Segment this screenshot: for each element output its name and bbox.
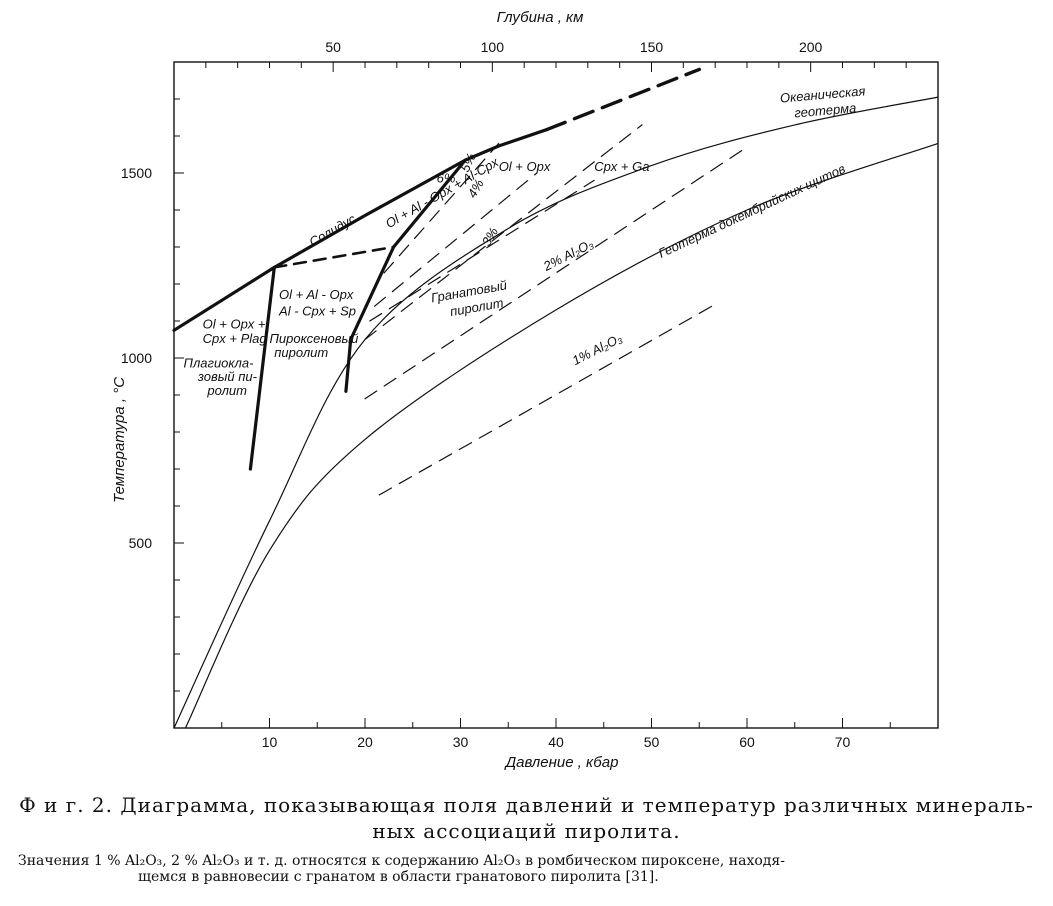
annotation-label: Плагиокла- <box>184 355 255 370</box>
series-line <box>248 265 276 471</box>
series-line <box>369 179 595 322</box>
caption-note-line-1: Значения 1 % Al₂O₃, 2 % Al₂O₃ и т. д. от… <box>18 853 785 869</box>
x2-tick-label: 50 <box>325 39 341 55</box>
figure-caption-title: Ф и г. 2. Диаграмма, показывающая поля д… <box>0 792 1053 844</box>
x2-tick-label: 200 <box>799 39 823 55</box>
y-tick-label: 1500 <box>121 165 152 181</box>
x-tick-label: 70 <box>835 734 851 750</box>
annotation-label: 1% Al₂O₃ <box>570 330 625 368</box>
y-tick-label: 500 <box>129 535 153 551</box>
axis-ticks <box>174 62 907 728</box>
annotation-label: ролит <box>206 383 247 398</box>
series-line <box>344 158 467 393</box>
annotation-label: Cpx + Ga <box>594 159 649 174</box>
series-line <box>273 245 395 269</box>
caption-title-line-2: ных ассоциаций пиролита. <box>372 819 681 843</box>
x-tick-label: 20 <box>357 734 373 750</box>
series-line <box>172 128 549 332</box>
x-tick-label: 50 <box>644 734 660 750</box>
annotation-label: Ol + Opx + <box>203 316 266 331</box>
caption-title-line-1: Ф и г. 2. Диаграмма, показывающая поля д… <box>19 793 1034 817</box>
series-line <box>374 172 538 307</box>
annotation-label: Al - Cpx + Sp <box>278 303 356 318</box>
y-axis-title: Температура , °C <box>111 377 128 503</box>
annotation-label: Ol + Al - Opx <box>279 287 354 302</box>
annotation-label: зовый пи- <box>197 369 258 384</box>
annotation-label: пиролит <box>274 345 328 360</box>
y-tick-label: 1000 <box>121 350 152 366</box>
series-line <box>383 142 500 274</box>
x2-tick-label: 150 <box>640 39 664 55</box>
annotation-label: Ol + Opx <box>499 159 551 174</box>
caption-note-line-2: щемся в равновесии с гранатом в области … <box>138 869 659 885</box>
x-tick-label: 10 <box>262 734 278 750</box>
x2-axis-title: Глубина , км <box>497 9 584 26</box>
annotation-label: Солидус <box>306 211 358 250</box>
annotation-label: Океаническая <box>779 83 866 105</box>
x-axis-title: Давление , кбар <box>504 754 619 771</box>
annotation-label: Геотерма докембрийских щитов <box>656 161 848 261</box>
series-line <box>378 301 719 496</box>
annotation-layer: Солидус Ol + Al - Opx + Al-Cpx6%5%4%3%Ol … <box>184 83 866 398</box>
annotation-label: Пироксеновый <box>270 331 359 346</box>
annotation-label: 2% Al₂O₃ <box>540 236 596 274</box>
annotation-label: Cpx + Plag <box>203 331 268 346</box>
annotation-label: геотерма <box>794 100 857 120</box>
plot-frame <box>173 61 939 729</box>
series-line <box>544 67 701 132</box>
x-tick-label: 60 <box>739 734 755 750</box>
x-tick-label: 30 <box>453 734 469 750</box>
annotation-label: 5% <box>457 151 479 174</box>
annotation-label: Ol + Al - Opx + Al-Cpx <box>383 154 501 231</box>
x2-tick-label: 100 <box>481 39 505 55</box>
annotation-label: 6% <box>437 170 456 185</box>
series-line <box>173 96 939 729</box>
x-tick-label: 40 <box>548 734 564 750</box>
series-line <box>364 124 643 341</box>
series-line <box>184 142 939 729</box>
series-line <box>364 146 748 400</box>
axis-tick-labels: 10 20 30 40 50 60 70 500 1000 1500 50 100 150 200 <box>121 39 851 750</box>
series-layer <box>172 67 939 729</box>
figure-caption-note: Значения 1 % Al₂O₃, 2 % Al₂O₃ и т. д. от… <box>18 853 1043 885</box>
